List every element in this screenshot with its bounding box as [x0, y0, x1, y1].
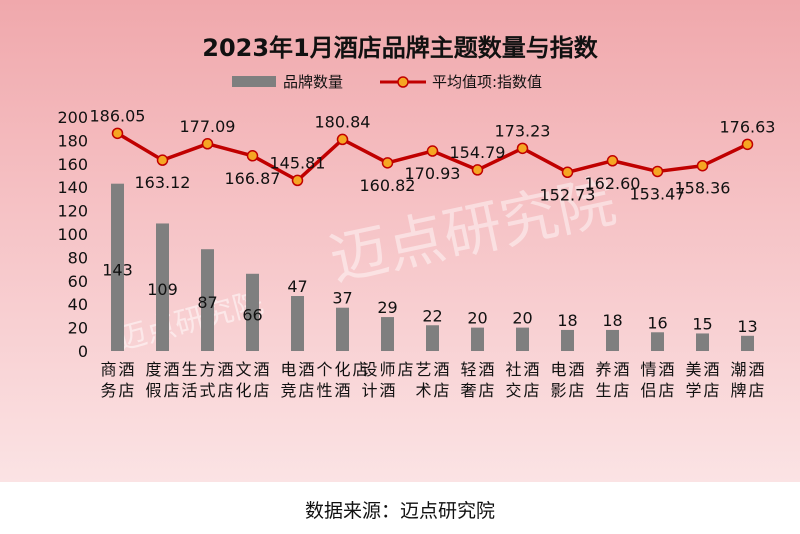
bar: [291, 296, 304, 351]
bar: [111, 183, 124, 351]
line-data-label: 180.84: [315, 112, 371, 131]
y-tick-label: 120: [57, 202, 88, 221]
bar: [696, 333, 709, 351]
line-data-label: 160.82: [360, 176, 416, 195]
line-data-label: 173.23: [495, 121, 551, 140]
line-data-label: 158.36: [675, 179, 731, 198]
bar-data-label: 87: [197, 293, 217, 312]
line-data-label: 177.09: [180, 117, 236, 136]
bar: [381, 317, 394, 351]
y-tick-label: 160: [57, 155, 88, 174]
bar-data-label: 20: [512, 309, 532, 328]
x-tick-label: 生活方式酒店: [181, 360, 233, 400]
bar-data-label: 29: [377, 298, 397, 317]
line-data-label: 166.87: [225, 169, 281, 188]
line-point: [156, 154, 169, 166]
x-tick-label: 艺术酒店: [415, 360, 449, 400]
y-tick-label: 60: [68, 272, 88, 291]
x-tick-label: 潮牌酒店: [730, 360, 764, 400]
x-tick-label: 度假酒店: [145, 360, 179, 400]
line-point: [741, 138, 754, 151]
line-point: [651, 165, 664, 178]
line-data-label: 154.79: [450, 143, 506, 162]
bar: [246, 273, 259, 351]
bar: [471, 327, 484, 351]
y-tick-label: 100: [57, 225, 88, 244]
line-data-label: 153.47: [630, 184, 686, 203]
bar-data-label: 20: [467, 309, 487, 328]
line-data-label: 176.63: [720, 117, 776, 136]
x-tick-label: 电竞酒店: [280, 360, 314, 400]
line-point: [111, 127, 124, 140]
chart-title: 2023年1月酒店品牌主题数量与指数: [202, 34, 598, 62]
y-tick-label: 40: [68, 295, 88, 314]
x-tick-label: 社交酒店: [505, 360, 539, 400]
legend-swatch-bar: [232, 76, 276, 87]
bar-data-label: 13: [737, 317, 757, 336]
legend-marker-line: [397, 76, 409, 88]
bar: [561, 329, 574, 351]
bar-data-label: 18: [557, 311, 577, 330]
x-tick-label: 个性化酒店: [316, 360, 368, 400]
line-point: [336, 133, 349, 146]
bar-data-label: 109: [147, 280, 178, 299]
y-tick-label: 20: [68, 319, 88, 338]
y-tick-label: 140: [57, 178, 88, 197]
x-tick-label: 轻奢酒店: [460, 360, 494, 400]
x-tick-label: 电影酒店: [550, 360, 584, 400]
line-point: [606, 155, 619, 167]
bar: [741, 335, 754, 351]
line-data-label: 170.93: [405, 164, 461, 183]
line-point: [696, 159, 709, 172]
source-note: 数据来源：迈点研究院: [304, 500, 495, 522]
line-point: [381, 157, 394, 169]
bar-data-label: 37: [332, 289, 352, 308]
x-tick-label: 美学酒店: [685, 360, 719, 400]
legend-label-bar: 品牌数量: [283, 73, 343, 91]
bar-data-label: 18: [602, 311, 622, 330]
bar: [156, 223, 169, 351]
bar: [651, 332, 664, 351]
bar-data-label: 15: [692, 314, 712, 333]
bar-data-label: 143: [102, 260, 133, 279]
bar: [201, 249, 214, 351]
y-tick-label: 0: [78, 342, 88, 361]
line-data-label: 186.05: [90, 106, 146, 125]
x-tick-label: 设计师酒店: [361, 360, 413, 400]
line-point: [516, 142, 529, 155]
line-point: [471, 164, 484, 176]
x-tick-label: 商务酒店: [100, 360, 134, 400]
x-tick-label: 养生酒店: [595, 360, 629, 400]
y-tick-label: 180: [57, 131, 88, 150]
line-data-label: 145.81: [270, 153, 326, 172]
bar-data-label: 47: [287, 277, 307, 296]
bar: [516, 327, 529, 351]
x-tick-label: 情侣酒店: [640, 360, 674, 400]
line-point: [291, 174, 304, 187]
bar: [336, 307, 349, 351]
line-point: [201, 138, 214, 150]
line-data-label: 152.73: [540, 185, 596, 204]
legend-label-line: 平均值项:指数值: [432, 73, 542, 91]
bar: [426, 325, 439, 351]
line-data-label: 162.60: [585, 174, 641, 193]
bar-data-label: 16: [647, 313, 667, 332]
line-point: [426, 145, 439, 157]
line-point: [246, 150, 259, 162]
line-data-label: 163.12: [135, 173, 191, 192]
bar: [606, 329, 619, 351]
bar-data-label: 66: [242, 305, 262, 324]
y-tick-label: 200: [57, 108, 88, 127]
bar-data-label: 22: [422, 306, 442, 325]
line-point: [561, 166, 574, 179]
y-tick-label: 80: [68, 248, 88, 267]
x-tick-label: 文化酒店: [235, 360, 269, 400]
